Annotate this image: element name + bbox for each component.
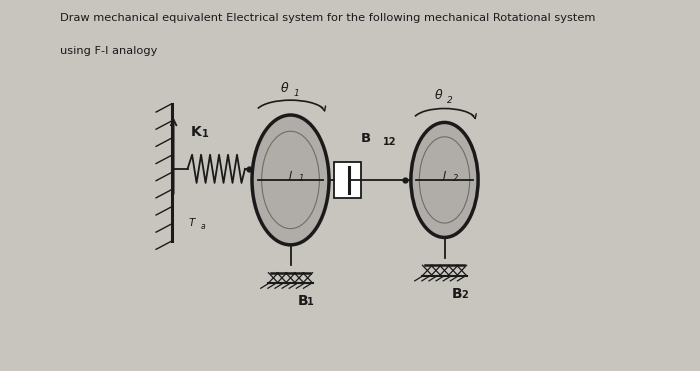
Text: θ: θ xyxy=(281,82,288,95)
Text: J: J xyxy=(443,171,446,181)
Text: Draw mechanical equivalent Electrical system for the following mechanical Rotati: Draw mechanical equivalent Electrical sy… xyxy=(60,13,595,23)
Text: K: K xyxy=(191,125,202,139)
Ellipse shape xyxy=(252,115,329,245)
Text: B: B xyxy=(452,287,462,301)
Text: using F-I analogy: using F-I analogy xyxy=(60,46,157,56)
Text: 2: 2 xyxy=(453,174,459,183)
Text: 2: 2 xyxy=(461,290,468,300)
Text: 1: 1 xyxy=(307,297,314,307)
Ellipse shape xyxy=(411,122,478,237)
Text: θ: θ xyxy=(435,89,442,102)
Text: B: B xyxy=(360,131,370,145)
Text: 1: 1 xyxy=(293,89,299,98)
Bar xyxy=(334,162,360,198)
Text: 2: 2 xyxy=(447,96,453,105)
Text: 12: 12 xyxy=(383,137,396,147)
Text: T: T xyxy=(189,218,195,228)
Text: a: a xyxy=(201,222,206,231)
Text: B: B xyxy=(298,294,308,308)
Text: 1: 1 xyxy=(202,129,209,139)
Text: J: J xyxy=(289,171,292,181)
Text: 1: 1 xyxy=(299,174,304,183)
